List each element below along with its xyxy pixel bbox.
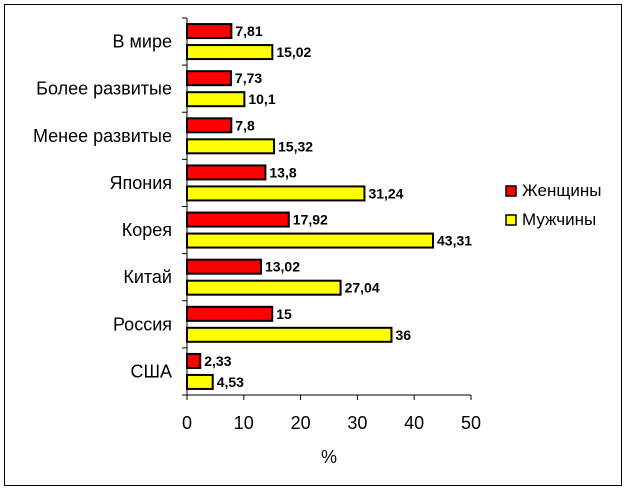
bar-men	[186, 279, 342, 296]
x-tick-label: 20	[291, 413, 311, 433]
category-label: США	[130, 361, 172, 381]
category-label: Корея	[122, 220, 172, 240]
data-label: 4,53	[217, 374, 244, 390]
x-tick-label: 0	[182, 413, 192, 433]
bar-women	[186, 305, 274, 322]
data-label: 7,81	[235, 23, 262, 39]
category-label: Более развитые	[36, 79, 172, 99]
data-label: 2,33	[204, 353, 231, 369]
category-label: Япония	[110, 173, 173, 193]
bar-men	[186, 44, 274, 61]
legend-swatch	[505, 185, 517, 197]
category-label: Менее развитые	[33, 126, 172, 146]
bar-men	[186, 232, 435, 249]
data-label: 13,02	[265, 259, 300, 275]
bar-women	[186, 211, 290, 228]
legend-swatch	[505, 214, 517, 226]
legend-label: Мужчины	[522, 210, 596, 229]
bar-women	[186, 352, 202, 369]
x-tick-label: 10	[234, 413, 254, 433]
data-label: 36	[395, 327, 411, 343]
x-tick-label: 50	[461, 413, 481, 433]
category-label: Россия	[113, 314, 172, 334]
category-label: В мире	[113, 32, 172, 52]
bar-men	[186, 326, 393, 343]
bar-women	[186, 117, 233, 134]
data-label: 17,92	[293, 212, 328, 228]
data-label: 13,8	[269, 164, 296, 180]
data-label: 7,73	[235, 70, 262, 86]
bars-layer: 7,81 15,02 7,73 10,1 7,8 15,32 13,8 31,24 17,92 4…	[186, 23, 472, 390]
x-tick-label: 40	[404, 413, 424, 433]
data-label: 43,31	[437, 233, 472, 249]
data-label: 7,8	[235, 117, 255, 133]
bar-men	[186, 373, 214, 390]
category-label: Китай	[123, 267, 172, 287]
data-label: 15,32	[278, 138, 313, 154]
bar-women	[186, 23, 233, 40]
bar-women	[186, 70, 232, 87]
x-tick-label: 30	[347, 413, 367, 433]
data-label: 15,02	[276, 44, 311, 60]
bar-women	[186, 258, 262, 275]
bar-men	[186, 91, 246, 108]
data-label: 15	[276, 306, 292, 322]
bar-men	[186, 138, 276, 155]
x-axis-title: %	[321, 447, 337, 467]
data-label: 27,04	[345, 280, 380, 296]
data-label: 31,24	[368, 185, 403, 201]
legend: Женщины Мужчины	[505, 181, 601, 229]
bar-men	[186, 185, 366, 202]
axis-layer: В мире Более развитые Менее развитые Япония…	[33, 17, 481, 467]
bar-women	[186, 164, 267, 181]
data-label: 10,1	[248, 91, 275, 107]
legend-label: Женщины	[522, 181, 601, 200]
